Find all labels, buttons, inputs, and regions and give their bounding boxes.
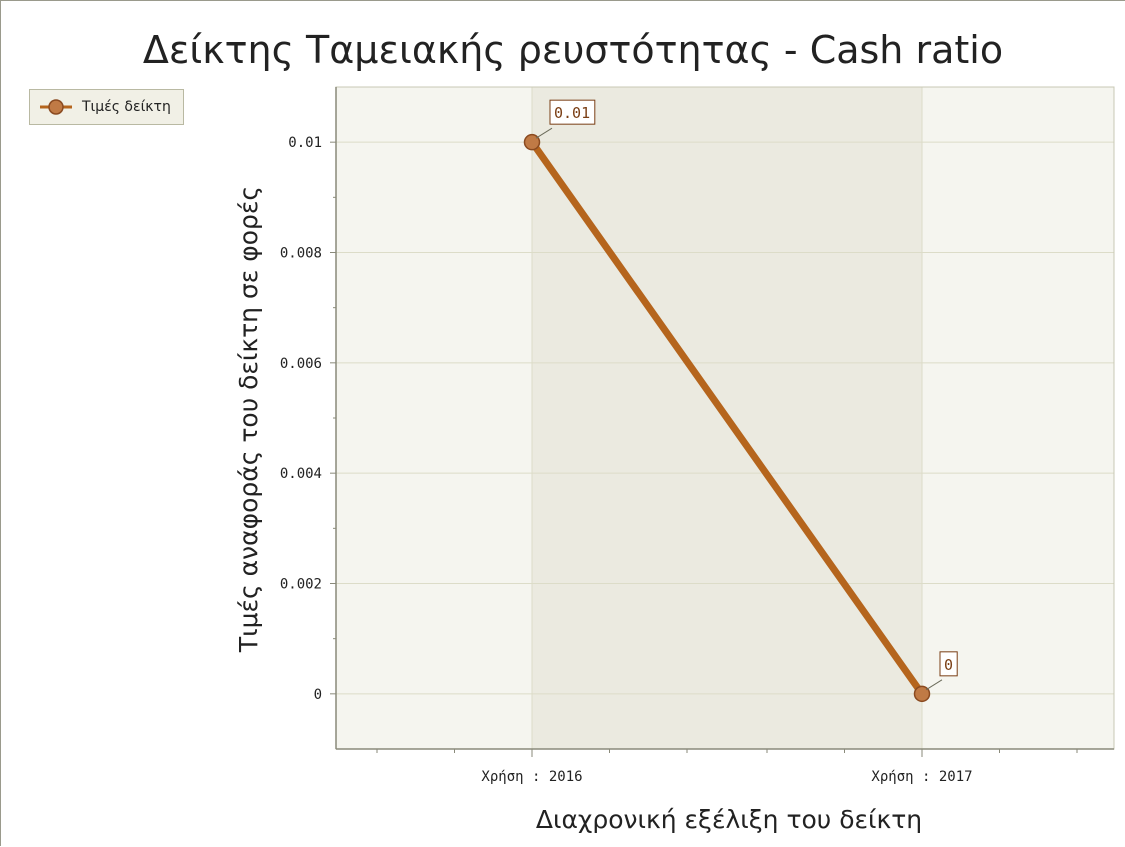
series-line [528, 138, 926, 698]
y-tick-label: 0.004 [280, 466, 322, 482]
y-tick-label: 0.01 [288, 135, 322, 151]
data-label-leader [925, 679, 943, 691]
data-label-box [939, 651, 958, 677]
y-axis-title: Τιμές αναφοράς του δείκτη σε φορές [234, 186, 263, 653]
data-point [523, 133, 541, 151]
plot-area: 0 0.002 0.004 0.006 0.008 0.01 Χρήση : 2016 Χρή… [280, 86, 1115, 785]
data-label-leader [535, 127, 553, 139]
legend-marker-icon [40, 99, 72, 115]
data-label: 0 [944, 656, 953, 674]
x-tick-label: Χρήση : 2016 [481, 769, 582, 785]
y-tick-label: 0.006 [280, 356, 322, 372]
data-label-box [549, 99, 596, 125]
y-tick-label: 0.002 [280, 577, 322, 593]
data-label: 0.01 [554, 104, 590, 122]
y-tick-label: 0 [314, 687, 322, 703]
legend-label: Τιμές δείκτη [82, 99, 171, 115]
chart-title: Δείκτης Ταμειακής ρευστότητας - Cash rat… [143, 28, 1003, 72]
x-tick-label: Χρήση : 2017 [871, 769, 972, 785]
x-axis-title: Διαχρονική εξέλιξη του δείκτη [536, 805, 922, 834]
data-point [913, 685, 931, 703]
y-tick-label: 0.008 [280, 246, 322, 262]
legend: Τιμές δείκτη [29, 89, 184, 125]
